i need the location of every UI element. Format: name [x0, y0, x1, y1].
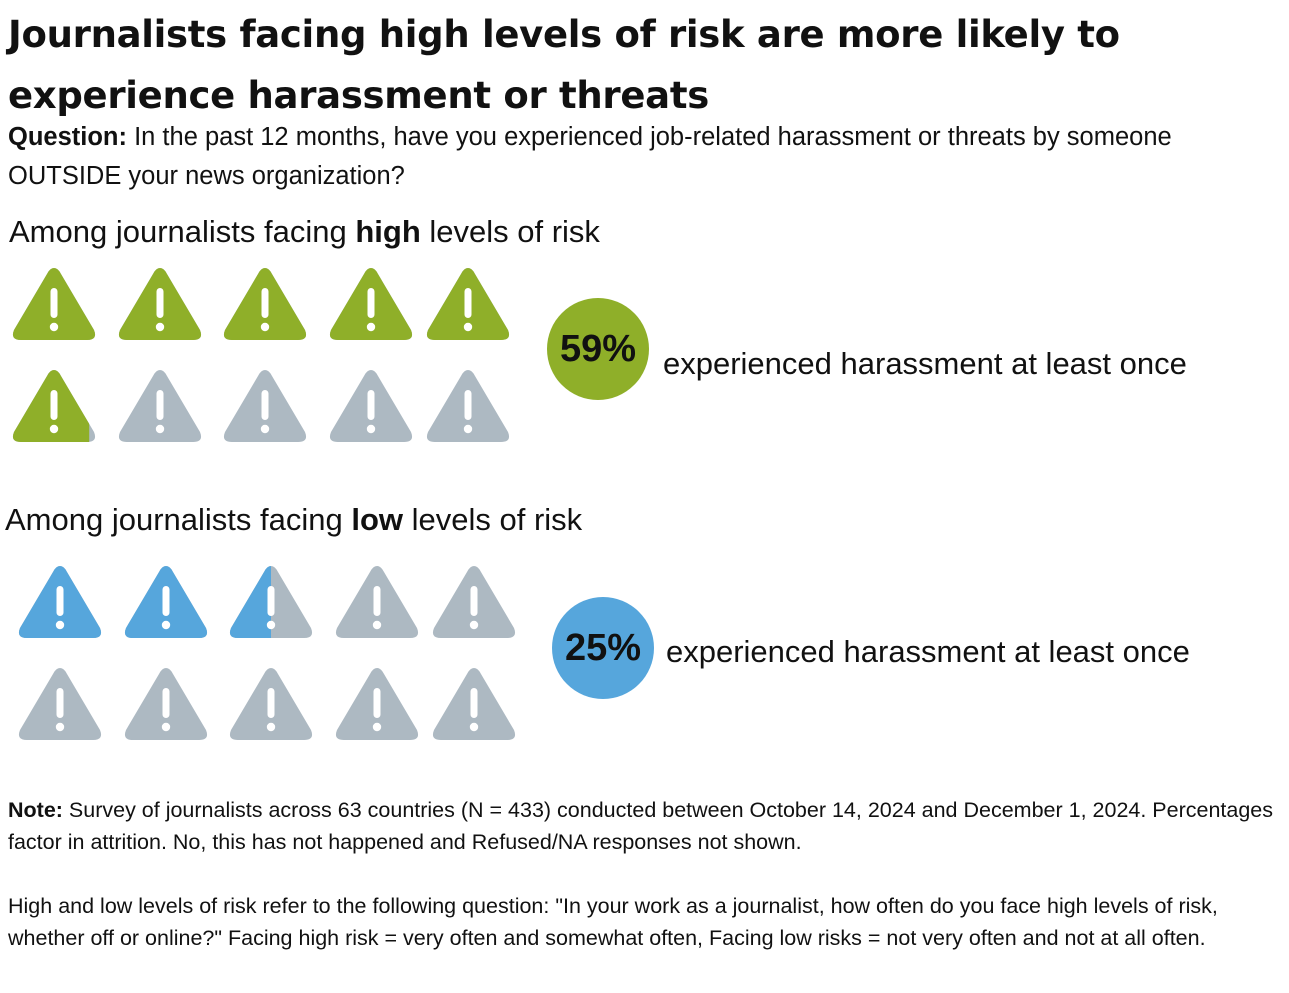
footnote: Note: Survey of journalists across 63 co…: [8, 794, 1283, 954]
description-low: experienced harassment at least once: [666, 634, 1190, 669]
group-label-suffix: levels of risk: [403, 502, 583, 537]
warning-triangle-icon: [335, 566, 419, 638]
warning-triangle-icon: [124, 668, 208, 740]
percent-bubble-low: 25%: [552, 597, 654, 699]
warning-triangle-icon: [432, 668, 516, 740]
note-text: Survey of journalists across 63 countrie…: [8, 798, 1274, 854]
group-label-low: Among journalists facing low levels of r…: [5, 500, 582, 540]
warning-triangle-icon: [426, 370, 510, 442]
question-text: Question: In the past 12 months, have yo…: [8, 118, 1283, 196]
warning-triangle-icon: [432, 566, 516, 638]
question-label: Question:: [8, 123, 127, 151]
warning-triangle-icon: [18, 566, 102, 638]
group-label-prefix: Among journalists facing: [5, 502, 352, 537]
warning-triangle-icon: [223, 268, 307, 340]
question-body: In the past 12 months, have you experien…: [8, 123, 1172, 190]
description-high: experienced harassment at least once: [663, 346, 1187, 381]
warning-triangle-icon: [329, 268, 413, 340]
group-label-suffix: levels of risk: [420, 214, 600, 249]
group-label-emphasis: high: [355, 214, 421, 249]
percent-bubble-high: 59%: [547, 298, 649, 400]
warning-triangle-icon: [335, 668, 419, 740]
warning-triangle-icon: [229, 566, 313, 638]
warning-triangle-icon: [223, 370, 307, 442]
group-label-emphasis: low: [351, 502, 404, 537]
warning-triangle-icon: [18, 668, 102, 740]
warning-triangle-icon: [329, 370, 413, 442]
warning-triangle-icon: [426, 268, 510, 340]
group-label-prefix: Among journalists facing: [9, 214, 356, 249]
note-label: Note:: [8, 798, 63, 822]
note-paragraph-2: High and low levels of risk refer to the…: [8, 894, 1218, 950]
warning-triangle-icon: [118, 370, 202, 442]
note-paragraph-1: Note: Survey of journalists across 63 co…: [8, 794, 1283, 858]
warning-triangle-icon: [12, 268, 96, 340]
warning-triangle-icon: [124, 566, 208, 638]
warning-triangle-icon: [118, 268, 202, 340]
chart-title: Journalists facing high levels of risk a…: [8, 13, 1120, 117]
warning-triangle-icon: [229, 668, 313, 740]
warning-triangle-icon: [12, 370, 96, 442]
icon-fill: [229, 566, 271, 638]
group-label-high: Among journalists facing high levels of …: [9, 212, 600, 252]
